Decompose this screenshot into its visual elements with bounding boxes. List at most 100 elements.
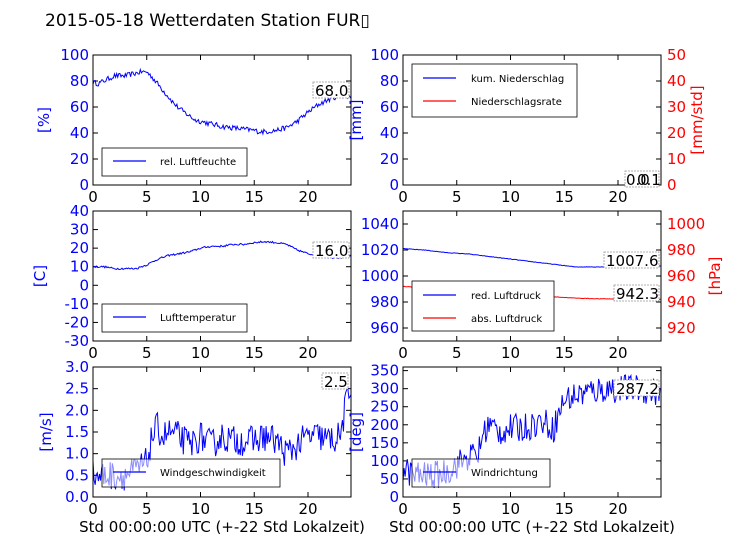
precip-ylabel: [mm] <box>347 100 365 141</box>
wind-xtick-label: 5 <box>142 500 152 518</box>
temperature-xtick-label: 20 <box>298 344 317 362</box>
wind-xticks: 0 5 10 15 20 <box>88 367 318 518</box>
pressure-ytick2-label: 940 <box>667 293 696 311</box>
precip-yticks2: 0 10 20 30 40 50 <box>656 46 686 194</box>
precip-xtick-label: 10 <box>501 188 520 206</box>
pressure-ylabel2: [hPa] <box>706 257 724 296</box>
direction-xtick-label: 15 <box>555 500 574 518</box>
direction-xtick-label: 0 <box>398 500 408 518</box>
precip-xtick-label: 20 <box>608 188 627 206</box>
temperature-frame <box>92 210 352 342</box>
precip-yticks: 0 20 40 60 80 100 <box>370 46 661 194</box>
temperature-last-value: 16.0 <box>315 242 348 260</box>
pressure-last-value2: 942.3 <box>616 285 659 303</box>
x-axis-label-right: Std 00:00:00 UTC (+-22 Std Lokalzeit) <box>389 518 675 536</box>
precip-ytick-label: 20 <box>380 150 399 168</box>
precip-xtick-label: 0 <box>398 188 408 206</box>
precip-ytick2-label: 20 <box>667 124 686 142</box>
humidity-xtick-label: 5 <box>142 188 152 206</box>
humidity-ylabel: [%] <box>35 107 53 133</box>
humidity-legend-label: rel. Luftfeuchte <box>160 157 236 168</box>
direction-legend-label: Windrichtung <box>471 468 538 479</box>
temperature-ytick-label: 20 <box>70 239 89 257</box>
humidity-ytick-label: 40 <box>70 124 89 142</box>
pressure-legend-label-2: abs. Luftdruck <box>471 314 542 325</box>
direction-ytick-label: 150 <box>370 434 399 452</box>
direction-ytick-label: 300 <box>370 380 399 398</box>
wind-ytick-label: 2.0 <box>65 401 89 419</box>
wind-ytick-label: 0.5 <box>65 466 89 484</box>
precip-ytick-label: 80 <box>380 72 399 90</box>
direction-last-value: 287.2 <box>616 380 659 398</box>
precip-ytick-label: 100 <box>370 46 399 64</box>
precip-ytick-label: 0 <box>389 176 399 194</box>
direction-xticks: 0 5 10 15 20 <box>398 367 628 518</box>
humidity-last-value: 68.0 <box>315 82 348 100</box>
humidity-last-value-box: 68.0 <box>312 81 350 100</box>
pressure-xtick-label: 10 <box>501 344 520 362</box>
direction-ytick-label: 350 <box>370 362 399 380</box>
precip-legend-label-2: Niederschlagsrate <box>471 97 562 108</box>
temperature-xtick-label: 5 <box>142 344 152 362</box>
direction-ytick-label: 200 <box>370 416 399 434</box>
pressure-last-value-box: 1007.6 942.3 <box>603 251 660 303</box>
direction-legend: Windrichtung <box>411 458 551 488</box>
pressure-ytick-label: 1000 <box>361 267 399 285</box>
wind-legend: Windgeschwindigkeit <box>101 458 281 488</box>
humidity-ytick-label: 0 <box>79 176 89 194</box>
precip-last-value2: 0.1 <box>637 171 661 189</box>
temperature-ytick-label: -20 <box>65 313 90 331</box>
wind-xtick-label: 10 <box>191 500 210 518</box>
humidity-ytick-label: 100 <box>60 46 89 64</box>
pressure-yticks2: 920 940 960 980 1000 <box>656 215 705 337</box>
humidity-ytick-label: 20 <box>70 150 89 168</box>
pressure-xtick-label: 15 <box>555 344 574 362</box>
x-axis-label-left: Std 00:00:00 UTC (+-22 Std Lokalzeit) <box>79 518 365 536</box>
precip-legend-label-1: kum. Niederschlag <box>471 74 564 85</box>
precip-last-value-box: 0.0 0.1 <box>624 170 661 189</box>
pressure-ytick2-label: 920 <box>667 319 696 337</box>
precip-ytick2-label: 50 <box>667 46 686 64</box>
wind-last-value-box: 2.5 <box>321 372 349 391</box>
humidity-yticks: 0 20 40 60 80 100 <box>60 46 351 194</box>
precip-xtick-label: 15 <box>555 188 574 206</box>
pressure-xtick-label: 20 <box>608 344 627 362</box>
wind-xtick-label: 0 <box>88 500 98 518</box>
precip-ytick2-label: 10 <box>667 150 686 168</box>
pressure-ytick2-label: 960 <box>667 267 696 285</box>
direction-ytick-label: 250 <box>370 398 399 416</box>
pressure-legend-label-1: red. Luftdruck <box>471 291 541 302</box>
pressure-xtick-label: 0 <box>398 344 408 362</box>
figure-title: 2015-05-18 Wetterdaten Station FUR▯ <box>45 11 370 31</box>
precip-frame <box>402 54 662 186</box>
temperature-ytick-label: 30 <box>70 221 89 239</box>
humidity-lines <box>93 67 351 136</box>
wind-ytick-label: 2.5 <box>65 380 89 398</box>
precip-ytick2-label: 0 <box>667 176 677 194</box>
temperature-lines <box>93 240 351 271</box>
temperature-ytick-label: 10 <box>70 258 89 276</box>
humidity-xtick-label: 0 <box>88 188 98 206</box>
direction-xtick-label: 10 <box>501 500 520 518</box>
pressure-ytick-label: 1040 <box>361 215 399 233</box>
direction-ytick-label: 0 <box>389 488 399 506</box>
direction-ytick-label: 100 <box>370 452 399 470</box>
precip-ytick-label: 60 <box>380 98 399 116</box>
temperature-last-value-box: 16.0 <box>312 241 350 260</box>
precip-legend: kum. Niederschlag Niederschlagsrate <box>411 63 578 118</box>
wind-ytick-label: 1.5 <box>65 423 89 441</box>
precip-ytick2-label: 30 <box>667 98 686 116</box>
humidity-xtick-label: 10 <box>191 188 210 206</box>
panel-wind-speed: [m/s] 0.0 0.5 1.0 1.5 2.0 2.5 3.0 0 5 10 15 20 2.5… <box>37 358 352 518</box>
temperature-ytick-label: 0 <box>79 276 89 294</box>
pressure-xtick-label: 5 <box>452 344 462 362</box>
pressure-ytick-label: 980 <box>370 293 399 311</box>
temperature-legend: Lufttemperatur <box>101 303 248 333</box>
precip-ytick2-label: 40 <box>667 72 686 90</box>
